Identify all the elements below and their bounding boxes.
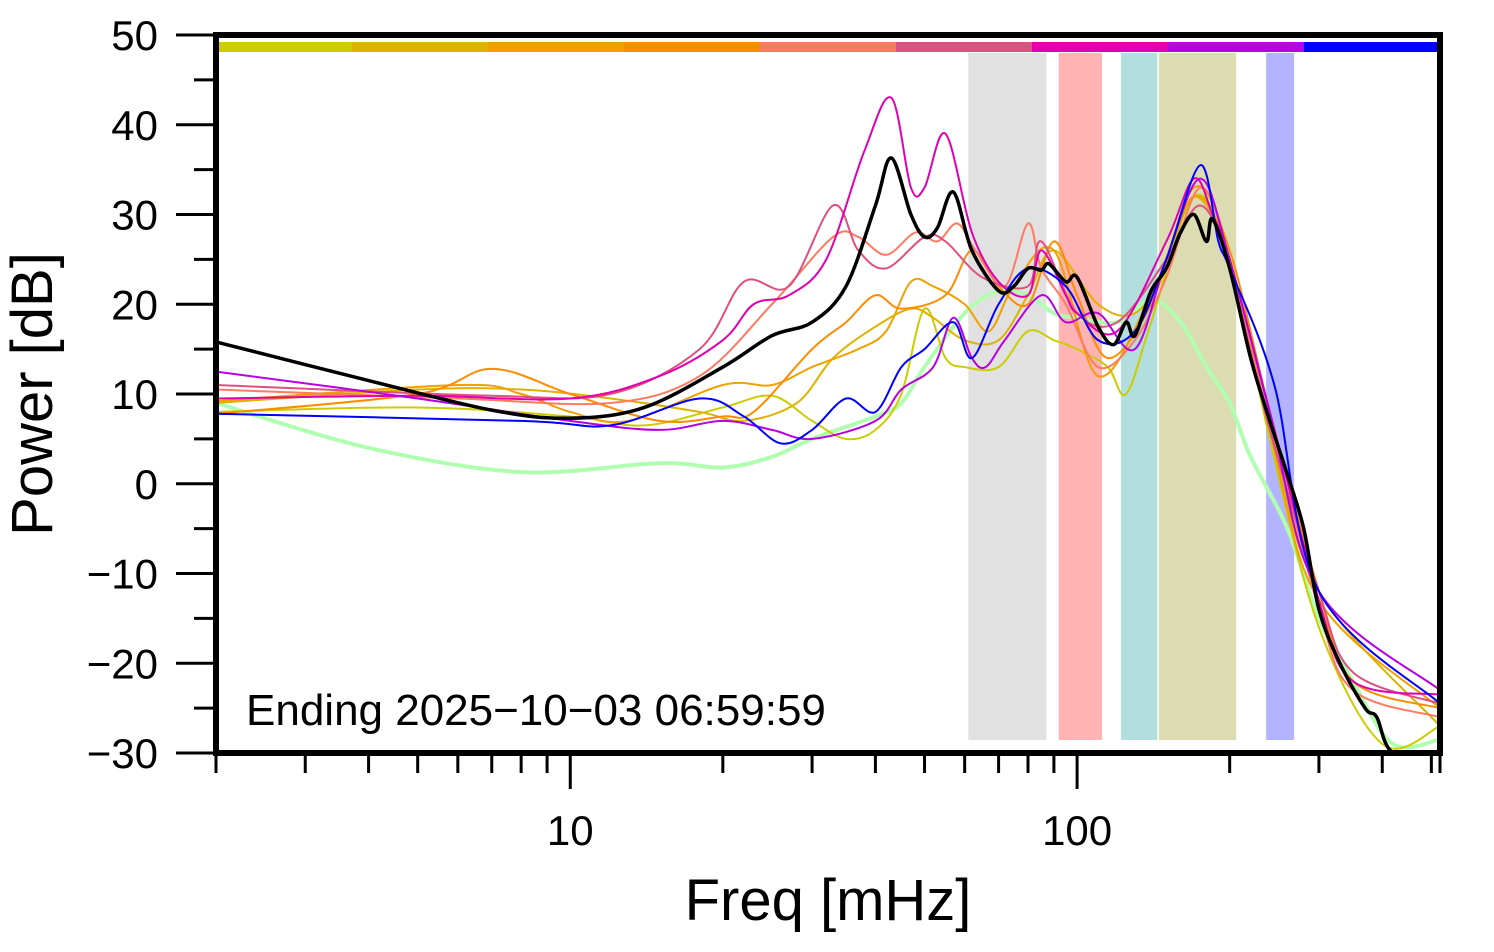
color-bar-segment	[352, 42, 489, 52]
frequency-band	[1058, 53, 1103, 740]
y-tick-label: 40	[111, 102, 158, 149]
y-tick-label: 10	[111, 371, 158, 418]
color-bar-segment	[488, 42, 625, 52]
series-line	[216, 185, 1440, 710]
series-lines	[216, 96, 1440, 753]
y-tick-label: −20	[87, 640, 158, 687]
color-bar-segment	[760, 42, 897, 52]
color-bar-segment	[1032, 42, 1169, 52]
x-tick-label: 10	[547, 807, 594, 854]
y-tick-label: 50	[111, 12, 158, 59]
x-axis: 10 100	[214, 753, 1442, 854]
frequency-band	[1120, 53, 1158, 740]
series-line	[216, 195, 1440, 727]
plot-frame	[213, 32, 1443, 756]
top-color-bar	[216, 42, 1441, 52]
color-bar-segment	[896, 42, 1033, 52]
color-bar-segment	[216, 42, 353, 52]
ending-timestamp-annotation: Ending 2025−10−03 06:59:59	[246, 686, 826, 735]
color-bar-segment	[1168, 42, 1305, 52]
frequency-band	[1266, 53, 1295, 740]
y-axis-label: Power [dB]	[0, 252, 65, 536]
series-line	[216, 194, 1440, 709]
series-line	[216, 156, 1397, 753]
y-tick-label: 20	[111, 281, 158, 328]
color-bar-segment	[1304, 42, 1441, 52]
x-tick-label: 100	[1042, 807, 1112, 854]
series-line	[216, 177, 1440, 691]
x-axis-label: Freq [mHz]	[685, 868, 972, 933]
y-axis: 50 40 30 20 10 0 −10 −20 −30	[87, 12, 216, 777]
color-bar-segment	[624, 42, 761, 52]
y-tick-label: 0	[135, 461, 158, 508]
y-tick-label: −10	[87, 551, 158, 598]
frequency-band	[968, 53, 1047, 740]
series-line	[216, 186, 1440, 719]
y-tick-label: −30	[87, 730, 158, 777]
y-tick-label: 30	[111, 192, 158, 239]
frequency-bands	[968, 53, 1295, 740]
